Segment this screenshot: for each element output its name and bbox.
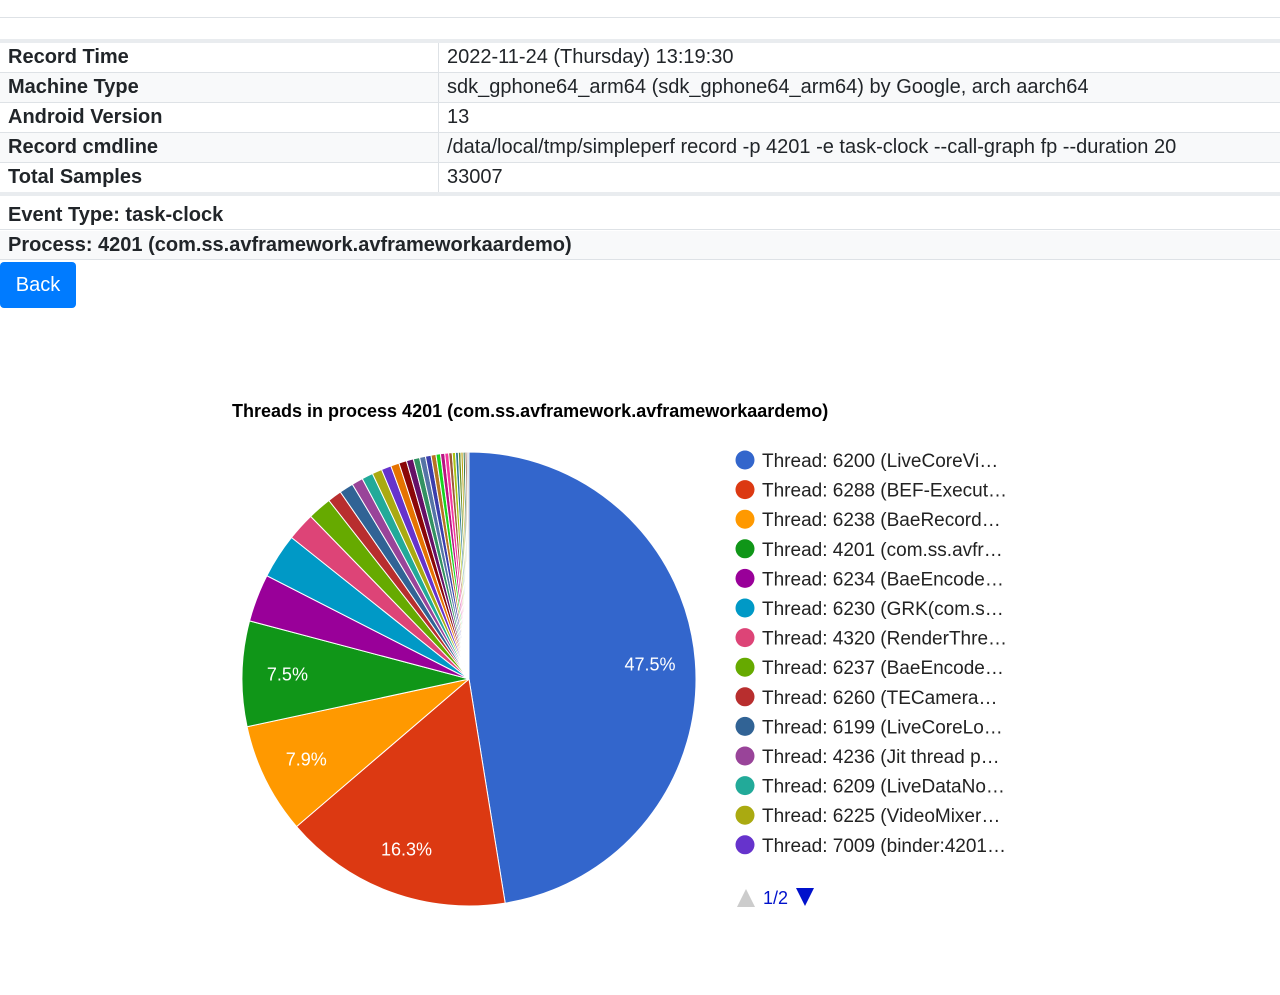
table-row: Record Time 2022-11-24 (Thursday) 13:19:… xyxy=(0,41,1280,73)
legend-swatch xyxy=(735,835,755,855)
pie-slice[interactable] xyxy=(295,678,506,907)
legend-label: Thread: 4320 (RenderThre… xyxy=(762,629,1007,650)
legend-swatch xyxy=(735,628,755,648)
legend-swatch xyxy=(735,480,755,500)
android-version-key: Android Version xyxy=(0,102,439,133)
total-samples-key: Total Samples xyxy=(0,162,439,196)
legend-label: Thread: 6260 (TECamera… xyxy=(762,688,998,709)
legend-item[interactable]: Thread: 4236 (Jit thread p… xyxy=(735,746,1000,769)
legend-prev-arrow-icon[interactable] xyxy=(737,889,755,907)
legend-item[interactable]: Thread: 7009 (binder:4201… xyxy=(735,835,1007,857)
record-time-key: Record Time xyxy=(0,41,439,73)
legend-item[interactable]: Thread: 6225 (VideoMixer… xyxy=(735,805,1001,828)
table-row: Total Samples 33007 xyxy=(0,162,1280,196)
legend-item[interactable]: Thread: 4320 (RenderThre… xyxy=(735,628,1008,650)
slice-data-label: 47.5% xyxy=(624,654,675,674)
machine-type-value: sdk_gphone64_arm64 (sdk_gphone64_arm64) … xyxy=(438,72,1280,103)
legend-swatch xyxy=(735,805,755,825)
legend-swatch xyxy=(735,509,755,529)
chart-title: Threads in process 4201 (com.ss.avframew… xyxy=(232,401,828,421)
legend-label: Thread: 6234 (BaeEncode… xyxy=(762,569,1004,590)
table-row: Record cmdline /data/local/tmp/simpleper… xyxy=(0,132,1280,163)
pie-slice-labels: 47.5% 16.3% 7.9% 7.5% xyxy=(267,654,676,859)
thread-pie-chart: Threads in process 4201 (com.ss.avframew… xyxy=(232,401,1008,908)
legend-label: Thread: 6200 (LiveCoreVi… xyxy=(762,451,998,472)
legend-label: Thread: 4236 (Jit thread p… xyxy=(762,747,1000,768)
legend-item[interactable]: Thread: 6260 (TECamera… xyxy=(735,687,998,709)
slice-data-label: 7.9% xyxy=(286,750,327,770)
pie-slice[interactable] xyxy=(246,678,470,828)
legend-item[interactable]: Thread: 6199 (LiveCoreLo… xyxy=(735,716,1003,739)
pie-slices xyxy=(241,451,697,907)
legend-pager: 1/2 xyxy=(737,888,814,908)
legend-item[interactable]: Thread: 6230 (GRK(com.s… xyxy=(735,598,1004,621)
legend-swatch xyxy=(735,539,755,559)
android-version-value: 13 xyxy=(438,102,1280,133)
legend-label: Thread: 6238 (BaeRecord… xyxy=(762,510,1001,531)
legend-label: Thread: 4201 (com.ss.avfr… xyxy=(762,540,1003,561)
pie-slice[interactable] xyxy=(468,451,697,904)
chart-legend: Thread: 6200 (LiveCoreVi… Thread: 6288 (B… xyxy=(735,450,1008,857)
legend-swatch xyxy=(735,598,755,618)
legend-swatch xyxy=(735,687,755,707)
legend-swatch xyxy=(735,450,755,470)
legend-item[interactable]: Thread: 4201 (com.ss.avfr… xyxy=(735,539,1003,561)
legend-label: Thread: 6237 (BaeEncode… xyxy=(762,658,1004,679)
legend-label: Thread: 6225 (VideoMixer… xyxy=(762,806,1000,827)
slice-data-label: 7.5% xyxy=(267,665,308,685)
pie-slice[interactable] xyxy=(241,620,470,728)
legend-label: Thread: 6230 (GRK(com.s… xyxy=(762,599,1004,620)
top-divider xyxy=(0,17,1280,18)
back-button[interactable]: Back xyxy=(0,262,76,308)
legend-label: Thread: 6288 (BEF-Execut… xyxy=(762,481,1007,502)
pie-slice[interactable] xyxy=(466,451,470,680)
machine-type-key: Machine Type xyxy=(0,72,439,103)
legend-item[interactable]: Thread: 6209 (LiveDataNo… xyxy=(735,776,1005,798)
record-time-value: 2022-11-24 (Thursday) 13:19:30 xyxy=(438,41,1280,73)
legend-swatch xyxy=(735,776,755,796)
legend-next-arrow-icon[interactable] xyxy=(796,888,814,906)
legend-item[interactable]: Thread: 6238 (BaeRecord… xyxy=(735,509,1001,532)
legend-page-number: 1/2 xyxy=(763,888,788,908)
record-cmdline-value: /data/local/tmp/simpleperf record -p 420… xyxy=(438,132,1280,163)
legend-swatch xyxy=(735,568,755,588)
legend-label: Thread: 7009 (binder:4201… xyxy=(762,836,1006,857)
slice-data-label: 16.3% xyxy=(381,839,432,859)
legend-swatch xyxy=(735,746,755,766)
legend-swatch xyxy=(735,657,755,677)
legend-item[interactable]: Thread: 6237 (BaeEncode… xyxy=(735,657,1004,680)
record-cmdline-key: Record cmdline xyxy=(0,132,439,163)
table-row: Machine Type sdk_gphone64_arm64 (sdk_gph… xyxy=(0,72,1280,103)
process-label: Process: 4201 (com.ss.avframework.avfram… xyxy=(0,231,1280,260)
event-type-label: Event Type: task-clock xyxy=(0,201,1280,230)
legend-swatch xyxy=(735,716,755,736)
total-samples-value: 33007 xyxy=(438,162,1280,196)
legend-item[interactable]: Thread: 6288 (BEF-Execut… xyxy=(735,480,1008,502)
table-row: Android Version 13 xyxy=(0,102,1280,133)
legend-label: Thread: 6199 (LiveCoreLo… xyxy=(762,717,1003,738)
record-info-table: Record Time 2022-11-24 (Thursday) 13:19:… xyxy=(0,39,1280,196)
legend-label: Thread: 6209 (LiveDataNo… xyxy=(762,777,1005,798)
legend-item[interactable]: Thread: 6234 (BaeEncode… xyxy=(735,568,1004,591)
legend-item[interactable]: Thread: 6200 (LiveCoreVi… xyxy=(735,450,999,473)
